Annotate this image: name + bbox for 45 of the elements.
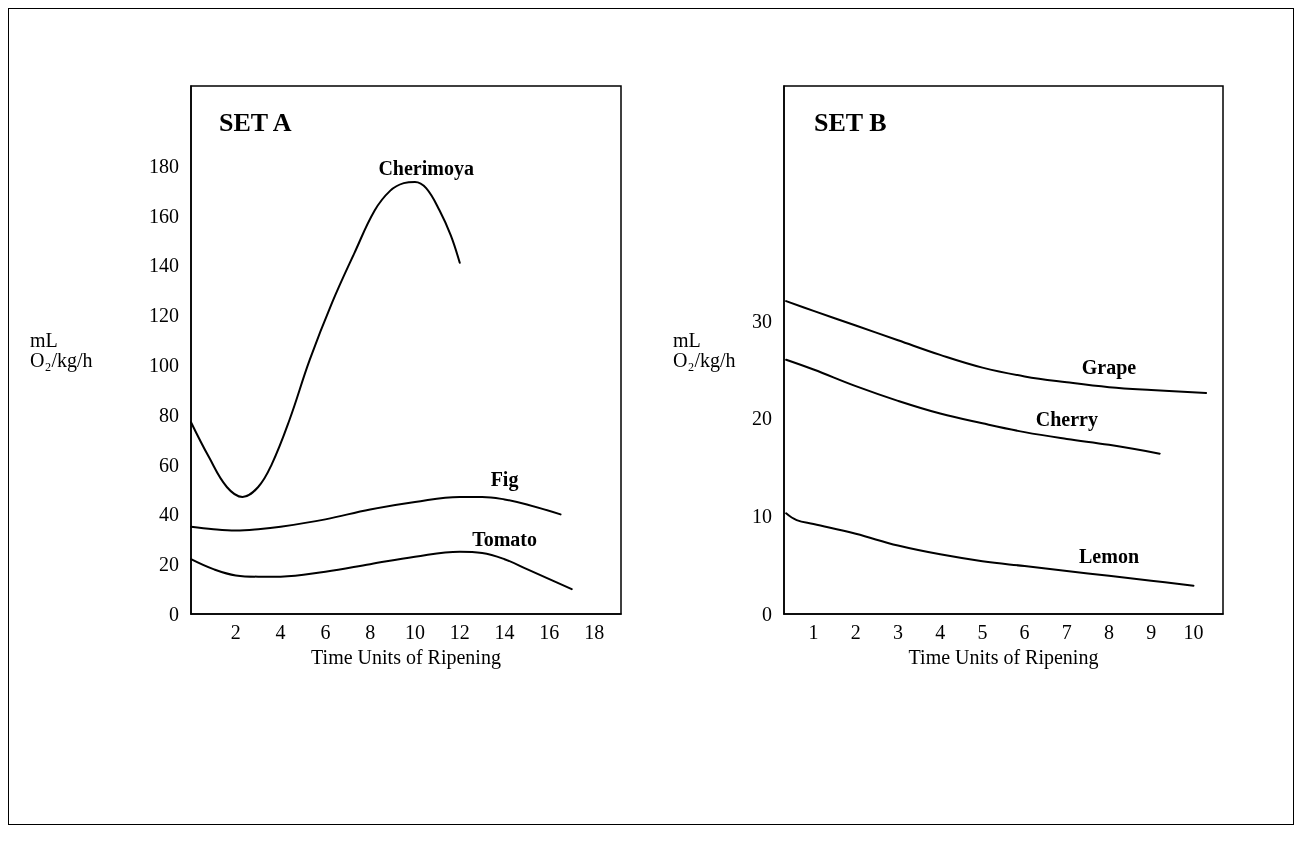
y-tick-label: 180 (149, 154, 179, 177)
x-tick-label: 9 (1146, 621, 1157, 643)
series-label: Fig (490, 468, 519, 492)
x-tick-label: 4 (275, 621, 286, 643)
x-tick-label: 10 (1183, 621, 1204, 643)
y-tick-label: 120 (149, 304, 179, 327)
x-tick-label: 2 (230, 621, 241, 643)
x-tick-label: 12 (449, 621, 470, 643)
series-label: Cherry (1035, 407, 1098, 431)
y-axis-title: mL O₂/kg/h (30, 329, 93, 372)
y-tick-label: 30 (752, 309, 772, 332)
y-tick-label: 20 (159, 553, 179, 576)
x-tick-label: 10 (404, 621, 425, 643)
series-label: Grape (1081, 356, 1137, 380)
y-axis-title: mL O₂/kg/h (673, 329, 736, 372)
y-tick-label: 0 (169, 603, 179, 625)
x-tick-label: 16 (539, 621, 560, 643)
y-tick-label: 160 (149, 204, 179, 227)
series-label: Tomato (472, 528, 537, 551)
y-tick-label: 80 (159, 403, 179, 426)
x-tick-label: 6 (320, 621, 331, 643)
x-tick-label: 4 (935, 621, 946, 643)
x-tick-label: 1 (808, 621, 819, 643)
x-tick-label: 2 (850, 621, 861, 643)
x-tick-label: 5 (977, 621, 988, 643)
x-tick-label: 6 (1019, 621, 1030, 643)
x-tick-label: 18 (584, 621, 605, 643)
x-axis-title: Time Units of Ripening (311, 645, 501, 669)
y-tick-label: 20 (752, 407, 772, 430)
y-tick-label: 140 (149, 254, 179, 277)
y-tick-label: 60 (159, 453, 179, 476)
y-tick-label: 100 (149, 353, 179, 376)
x-tick-label: 3 (892, 621, 903, 643)
y-tick-label: 0 (762, 603, 772, 625)
y-tick-label: 10 (752, 505, 772, 528)
text: SET B (814, 107, 887, 137)
x-tick-label: 14 (494, 621, 515, 643)
x-axis-title: Time Units of Ripening (908, 645, 1099, 669)
y-tick-label: 40 (159, 503, 179, 526)
x-tick-label: 8 (365, 621, 376, 643)
x-tick-label: 8 (1104, 621, 1115, 643)
text: SET A (219, 107, 292, 137)
x-tick-label: 7 (1061, 621, 1072, 643)
series-label: Lemon (1079, 544, 1140, 567)
series-label: Cherimoya (378, 157, 474, 181)
